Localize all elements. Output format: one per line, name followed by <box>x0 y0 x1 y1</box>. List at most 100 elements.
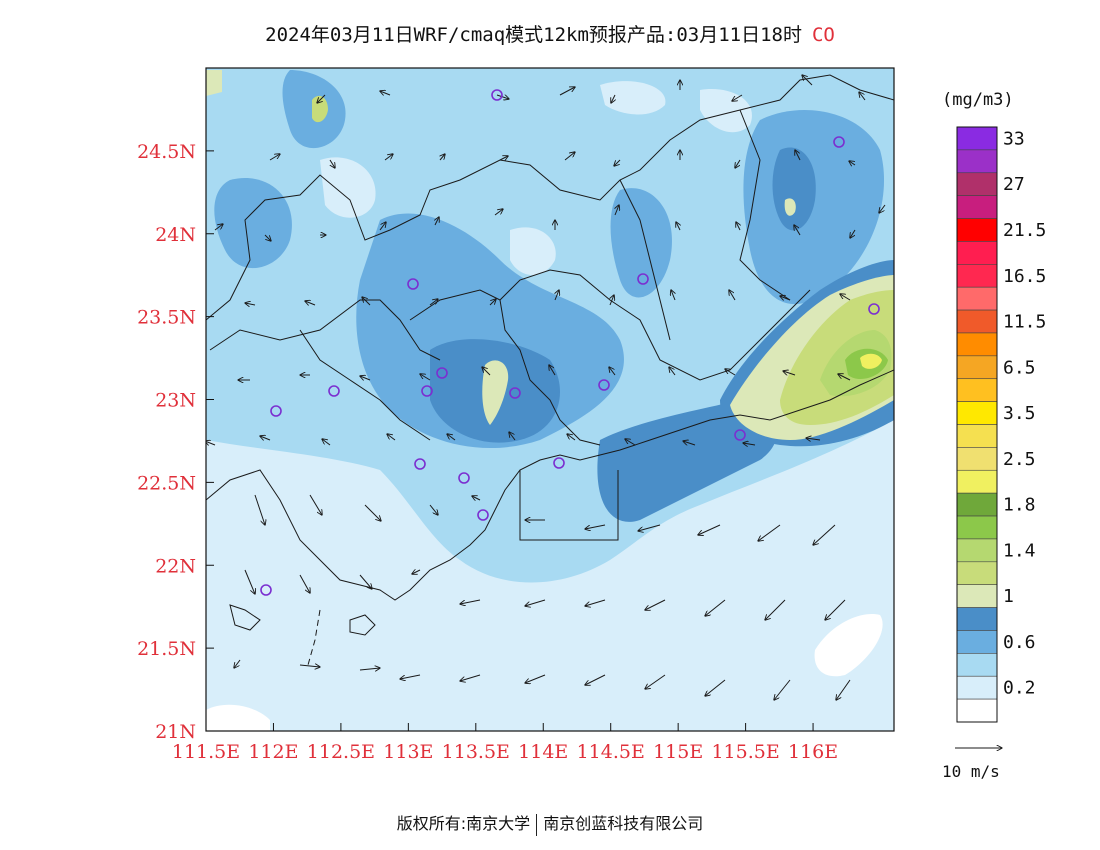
wind-arrow <box>440 154 445 161</box>
wind-arrow <box>806 438 821 440</box>
legend-swatch <box>956 309 998 334</box>
boundary-ne <box>739 109 791 301</box>
legend-label: 16.5 <box>1003 266 1046 287</box>
wind-arrow <box>725 369 736 376</box>
legend-swatch <box>956 561 998 585</box>
legend-swatch <box>956 698 998 723</box>
x-tick-label: 111.5E <box>172 741 240 763</box>
wind-arrow <box>214 224 223 231</box>
station-marker <box>436 367 448 379</box>
wind-arrow <box>412 570 421 574</box>
legend-label: 1.8 <box>1003 495 1036 516</box>
wind-arrow <box>309 494 322 515</box>
wind-arrow <box>260 436 271 440</box>
wind-arrow <box>879 204 886 213</box>
legend-swatch <box>956 195 998 219</box>
wind-arrow <box>364 504 381 521</box>
legend-swatch <box>956 492 998 517</box>
field-white-se <box>814 614 883 677</box>
legend-swatch <box>956 149 998 174</box>
field-patch-north <box>610 188 672 298</box>
wind-arrow <box>729 290 736 301</box>
legend-label: 27 <box>1003 174 1025 195</box>
wind-arrow <box>245 303 256 305</box>
station-marker <box>833 136 845 148</box>
wind-arrow <box>460 674 481 681</box>
legend-label: 33 <box>1003 128 1025 149</box>
wind-arrow <box>429 504 438 515</box>
footer-right: 南京创蓝科技有限公司 <box>543 814 704 833</box>
station-marker <box>553 457 565 469</box>
boundary-gz <box>499 299 601 446</box>
x-tick-label: 112.5E <box>307 741 375 763</box>
wind-arrow <box>299 665 320 667</box>
legend-swatch <box>956 355 998 380</box>
wind-arrow <box>676 222 680 231</box>
wind-arrow <box>317 94 326 103</box>
wind-arrow <box>683 441 696 445</box>
wind-arrow <box>525 599 546 606</box>
wind-arrow <box>774 679 791 700</box>
station-marker <box>477 509 489 521</box>
y-axis: 21N 21.5N 22N 22.5N 23N 23.5N 24N 24.5N <box>137 141 214 743</box>
wind-arrow <box>625 439 636 446</box>
wind-arrow <box>305 301 316 305</box>
wind-arrow <box>564 152 575 161</box>
wind-arrow <box>743 443 756 445</box>
field-spot-gz <box>482 360 509 425</box>
wind-arrow <box>840 294 851 301</box>
boundary-island <box>307 609 321 666</box>
wind-arrow <box>813 524 836 545</box>
legend-swatch <box>956 378 998 402</box>
station-marker <box>328 385 340 397</box>
wind-arrow <box>429 299 438 306</box>
legend-label: 2.5 <box>1003 449 1036 470</box>
wind-arrow <box>836 679 851 700</box>
wind-arrow <box>645 674 666 689</box>
wind-arrow <box>736 222 740 231</box>
wind-arrow <box>802 75 813 86</box>
y-tick-label: 23.5N <box>137 307 196 329</box>
wind-arrow <box>825 599 846 620</box>
legend-label: 1.4 <box>1003 540 1036 561</box>
wind-arrow <box>705 599 726 616</box>
station-marker <box>637 273 649 285</box>
wind-arrow <box>609 367 616 376</box>
wind-arrow <box>859 92 866 101</box>
field-patch-east-peak <box>860 353 882 369</box>
y-tick-label: 21N <box>155 721 196 743</box>
legend-swatch <box>956 607 998 631</box>
wind-arrow <box>460 599 481 604</box>
wind-arrow <box>329 159 335 168</box>
field-sea-low <box>206 420 894 731</box>
legend-swatch <box>956 332 998 357</box>
footer-left: 版权所有:南京大学 <box>396 814 531 833</box>
legend-swatch <box>956 447 998 471</box>
title-text: 2024年03月11日WRF/cmaq模式12km预报产品:03月11日18时 <box>265 24 802 46</box>
x-tick-label: 112E <box>248 741 298 763</box>
wind-arrow <box>585 674 606 685</box>
station-marker <box>414 458 426 470</box>
wind-arrow <box>585 524 606 529</box>
wind-arrow <box>559 87 575 96</box>
wind-arrow <box>567 434 576 441</box>
boundary-hk <box>519 470 619 541</box>
wind-reference-label: 10 m/s <box>942 762 1000 781</box>
wind-vectors <box>206 75 886 700</box>
legend-swatch <box>956 264 998 288</box>
boundary-north-mid <box>619 179 671 341</box>
legend-swatch <box>956 653 998 677</box>
wind-arrow <box>783 371 796 375</box>
wind-arrow <box>638 524 661 531</box>
color-legend: 33 27 21.5 16.5 11.5 6.5 3.5 2.5 1.8 1.4 1 0.6 0.2 <box>956 126 1046 723</box>
wind-arrow <box>379 222 386 231</box>
wind-arrow <box>645 599 666 610</box>
wind-arrow <box>614 159 621 166</box>
y-tick-label: 21.5N <box>137 638 196 660</box>
legend-swatch <box>956 241 998 265</box>
legend-swatch <box>956 630 998 654</box>
x-tick-label: 115.5E <box>711 741 779 763</box>
y-tick-label: 22.5N <box>137 472 196 494</box>
legend-label: 1 <box>1003 586 1014 607</box>
field-white-sw <box>206 704 270 731</box>
